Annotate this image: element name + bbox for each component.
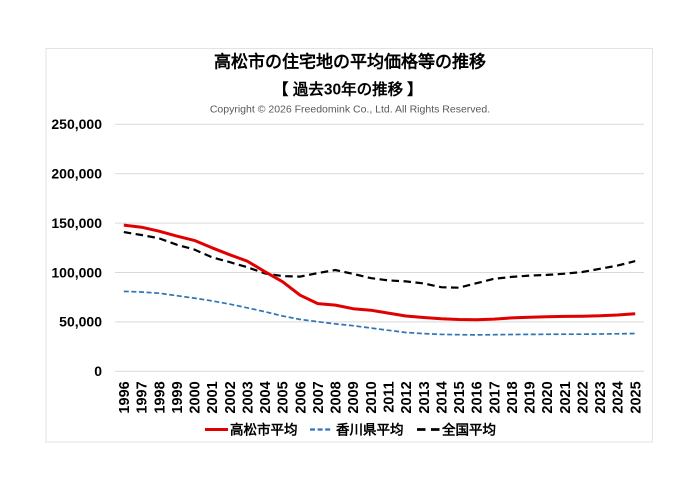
svg-text:150,000: 150,000 bbox=[51, 215, 102, 231]
svg-text:0: 0 bbox=[94, 363, 102, 379]
svg-text:1997: 1997 bbox=[135, 381, 151, 413]
svg-text:2010: 2010 bbox=[364, 381, 380, 413]
svg-text:1999: 1999 bbox=[170, 381, 186, 413]
svg-text:2012: 2012 bbox=[399, 381, 415, 413]
svg-text:2011: 2011 bbox=[382, 381, 398, 412]
svg-text:2002: 2002 bbox=[223, 381, 239, 413]
svg-text:2019: 2019 bbox=[523, 381, 539, 413]
svg-text:2015: 2015 bbox=[452, 381, 468, 413]
svg-text:2000: 2000 bbox=[188, 381, 204, 413]
svg-text:2008: 2008 bbox=[329, 381, 345, 413]
svg-text:2014: 2014 bbox=[434, 381, 450, 413]
svg-text:2016: 2016 bbox=[470, 381, 486, 413]
svg-text:250,000: 250,000 bbox=[51, 116, 102, 132]
svg-text:2021: 2021 bbox=[558, 381, 574, 413]
svg-text:Copyright © 2026 Freedomink Co: Copyright © 2026 Freedomink Co., Ltd. Al… bbox=[210, 104, 490, 116]
svg-text:過去30年の推移: 過去30年の推移 bbox=[292, 80, 404, 99]
svg-text:2025: 2025 bbox=[628, 381, 644, 413]
svg-text:2007: 2007 bbox=[311, 381, 327, 413]
svg-text:2018: 2018 bbox=[505, 381, 521, 413]
svg-text:2022: 2022 bbox=[576, 381, 592, 413]
svg-text:1998: 1998 bbox=[152, 381, 168, 413]
svg-text:1996: 1996 bbox=[117, 381, 133, 413]
svg-text:2020: 2020 bbox=[540, 381, 556, 413]
svg-text:200,000: 200,000 bbox=[51, 166, 102, 182]
svg-text:2004: 2004 bbox=[258, 381, 274, 413]
svg-text:2013: 2013 bbox=[417, 381, 433, 413]
svg-text:高松市の住宅地の平均価格等の推移: 高松市の住宅地の平均価格等の推移 bbox=[214, 52, 486, 72]
svg-text:2005: 2005 bbox=[276, 381, 292, 413]
svg-text:2023: 2023 bbox=[593, 381, 609, 413]
svg-text:50,000: 50,000 bbox=[59, 314, 102, 330]
svg-text:2009: 2009 bbox=[346, 381, 362, 413]
svg-text:2017: 2017 bbox=[487, 381, 503, 413]
svg-text:香川県平均: 香川県平均 bbox=[335, 421, 404, 437]
svg-text:】: 】 bbox=[407, 81, 423, 99]
svg-text:2024: 2024 bbox=[611, 381, 627, 413]
svg-text:【: 【 bbox=[273, 81, 289, 99]
svg-text:100,000: 100,000 bbox=[51, 264, 102, 280]
svg-text:2006: 2006 bbox=[293, 381, 309, 413]
svg-text:2001: 2001 bbox=[205, 381, 221, 413]
svg-text:2003: 2003 bbox=[240, 381, 256, 413]
svg-text:全国平均: 全国平均 bbox=[441, 421, 496, 437]
svg-text:高松市平均: 高松市平均 bbox=[230, 421, 298, 437]
